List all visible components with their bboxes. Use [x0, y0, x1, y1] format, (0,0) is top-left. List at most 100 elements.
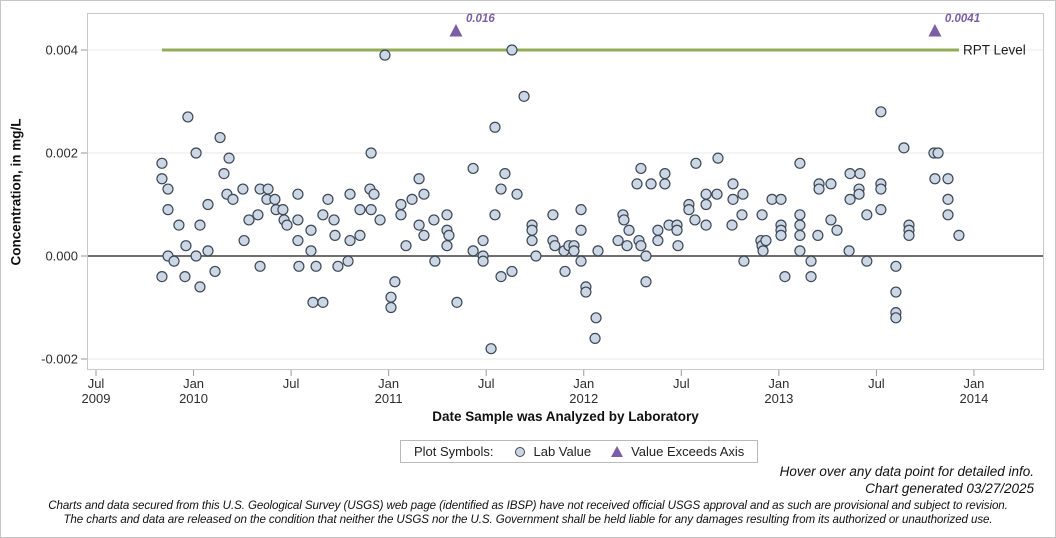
lab-value-point[interactable] [218, 168, 230, 180]
lab-value-point[interactable] [292, 188, 304, 200]
lab-value-point[interactable] [779, 271, 791, 283]
lab-value-point[interactable] [831, 224, 843, 236]
lab-value-point[interactable] [400, 240, 412, 252]
lab-value-point[interactable] [890, 286, 902, 298]
lab-value-point[interactable] [418, 188, 430, 200]
lab-value-point[interactable] [942, 193, 954, 205]
lab-value-point[interactable] [292, 214, 304, 226]
lab-value-point[interactable] [385, 291, 397, 303]
lab-value-point[interactable] [903, 229, 915, 241]
lab-value-point[interactable] [344, 234, 356, 247]
lab-value-point[interactable] [428, 214, 440, 226]
lab-value-point[interactable] [757, 245, 769, 257]
lab-value-point[interactable] [812, 229, 824, 241]
lab-value-point[interactable] [506, 44, 518, 56]
lab-value-point[interactable] [342, 255, 354, 267]
lab-value-point[interactable] [671, 224, 683, 236]
lab-value-point[interactable] [328, 214, 340, 226]
lab-value-point[interactable] [354, 204, 366, 216]
lab-value-point[interactable] [932, 147, 944, 159]
lab-value-point[interactable] [547, 209, 559, 221]
lab-value-point[interactable] [775, 229, 787, 241]
lab-value-point[interactable] [214, 131, 226, 144]
lab-value-point[interactable] [623, 224, 635, 236]
lab-value-point[interactable] [592, 245, 604, 257]
lab-value-point[interactable] [485, 343, 497, 355]
lab-value-point[interactable] [700, 198, 712, 211]
lab-value-point[interactable] [942, 173, 954, 185]
lab-value-point[interactable] [173, 219, 185, 231]
lab-value-point[interactable] [659, 178, 671, 190]
lab-value-point[interactable] [389, 276, 401, 288]
lab-value-point[interactable] [499, 168, 511, 180]
lab-value-point[interactable] [727, 178, 739, 190]
lab-value-point[interactable] [227, 193, 239, 205]
lab-value-point[interactable] [875, 204, 887, 216]
lab-value-point[interactable] [640, 250, 652, 262]
lab-value-point[interactable] [861, 255, 873, 267]
lab-value-point[interactable] [156, 173, 168, 185]
lab-value-point[interactable] [526, 224, 538, 236]
lab-value-point[interactable] [495, 183, 507, 195]
lab-value-point[interactable] [162, 204, 174, 216]
lab-value-point[interactable] [589, 332, 601, 344]
lab-value-point[interactable] [568, 245, 580, 257]
lab-value-point[interactable] [451, 296, 463, 308]
lab-value-point[interactable] [344, 188, 356, 200]
lab-value-point[interactable] [635, 240, 647, 252]
lab-value-point[interactable] [953, 229, 965, 241]
lab-value-point[interactable] [418, 229, 430, 241]
lab-value-point[interactable] [477, 234, 489, 247]
lab-value-point[interactable] [162, 183, 174, 195]
lab-value-point[interactable] [575, 224, 587, 236]
lab-value-point[interactable] [738, 255, 750, 267]
lab-value-point[interactable] [237, 183, 249, 195]
lab-value-point[interactable] [305, 245, 317, 257]
lab-value-point[interactable] [645, 178, 657, 190]
lab-value-point[interactable] [853, 188, 865, 200]
lab-value-point[interactable] [875, 183, 887, 195]
lab-value-point[interactable] [861, 209, 873, 221]
lab-value-point[interactable] [182, 111, 194, 123]
lab-value-point[interactable] [254, 260, 266, 272]
lab-value-point[interactable] [712, 152, 724, 164]
value-exceeds-point[interactable] [449, 24, 463, 37]
lab-value-point[interactable] [559, 265, 571, 278]
lab-value-point[interactable] [406, 193, 418, 205]
lab-value-point[interactable] [590, 312, 602, 324]
lab-value-point[interactable] [156, 157, 168, 169]
lab-value-point[interactable] [711, 188, 723, 200]
lab-value-point[interactable] [612, 234, 624, 247]
lab-value-point[interactable] [489, 209, 501, 221]
lab-value-point[interactable] [805, 255, 817, 267]
lab-value-point[interactable] [683, 204, 695, 216]
lab-value-point[interactable] [374, 214, 386, 226]
lab-value-point[interactable] [618, 214, 630, 226]
lab-value-point[interactable] [640, 276, 652, 288]
lab-value-point[interactable] [530, 250, 542, 262]
lab-value-point[interactable] [854, 168, 866, 180]
lab-value-point[interactable] [322, 193, 334, 205]
lab-value-point[interactable] [317, 296, 329, 308]
lab-value-point[interactable] [794, 157, 806, 169]
lab-value-point[interactable] [700, 219, 712, 231]
lab-value-point[interactable] [209, 265, 221, 278]
lab-value-point[interactable] [549, 240, 561, 252]
lab-value-point[interactable] [652, 224, 664, 236]
lab-value-point[interactable] [794, 245, 806, 257]
lab-value-point[interactable] [443, 229, 455, 241]
lab-value-point[interactable] [277, 204, 289, 216]
lab-value-point[interactable] [672, 240, 684, 252]
lab-value-point[interactable] [413, 219, 425, 231]
lab-value-point[interactable] [794, 229, 806, 241]
lab-value-point[interactable] [223, 152, 235, 164]
lab-value-point[interactable] [794, 209, 806, 221]
lab-value-point[interactable] [489, 121, 501, 133]
lab-value-point[interactable] [726, 219, 738, 231]
lab-value-point[interactable] [805, 271, 817, 283]
lab-value-point[interactable] [898, 142, 910, 154]
lab-value-point[interactable] [756, 209, 768, 221]
lab-value-point[interactable] [813, 183, 825, 195]
lab-value-point[interactable] [575, 204, 587, 216]
lab-value-point[interactable] [179, 271, 191, 283]
